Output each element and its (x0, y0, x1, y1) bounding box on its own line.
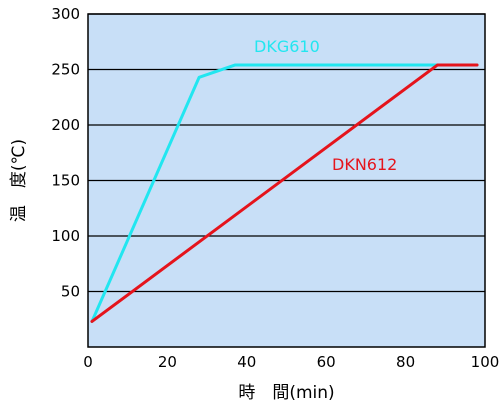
y-tick-label: 100 (51, 227, 80, 245)
x-tick-label: 0 (83, 353, 93, 371)
series-layer (90, 63, 479, 323)
series-labels: DKG610 DKN612 (254, 37, 397, 174)
y-tick-label: 50 (61, 283, 80, 301)
y-tick-label: 200 (51, 116, 80, 134)
x-tick-label: 20 (158, 353, 177, 371)
y-tick-label: 300 (51, 5, 80, 23)
x-tick-label: 40 (237, 353, 256, 371)
x-tick-label: 60 (317, 353, 336, 371)
plot-frame (87, 13, 486, 348)
x-tick-label: 80 (396, 353, 415, 371)
y-axis-ticks: 50 100 150 200 250 300 (51, 5, 80, 301)
series-label-dkg610: DKG610 (254, 37, 320, 56)
y-axis-title: 温 度(℃) (9, 139, 29, 222)
x-axis-ticks: 0 20 40 60 80 100 (83, 353, 499, 371)
series-line-dkg610 (90, 63, 479, 323)
y-tick-label: 250 (51, 61, 80, 79)
y-tick-label: 150 (51, 172, 80, 190)
x-tick-label: 100 (471, 353, 500, 371)
series-line-dkn612 (90, 63, 479, 323)
series-label-dkn612: DKN612 (332, 155, 397, 174)
x-axis-title: 時 間(min) (238, 383, 334, 403)
